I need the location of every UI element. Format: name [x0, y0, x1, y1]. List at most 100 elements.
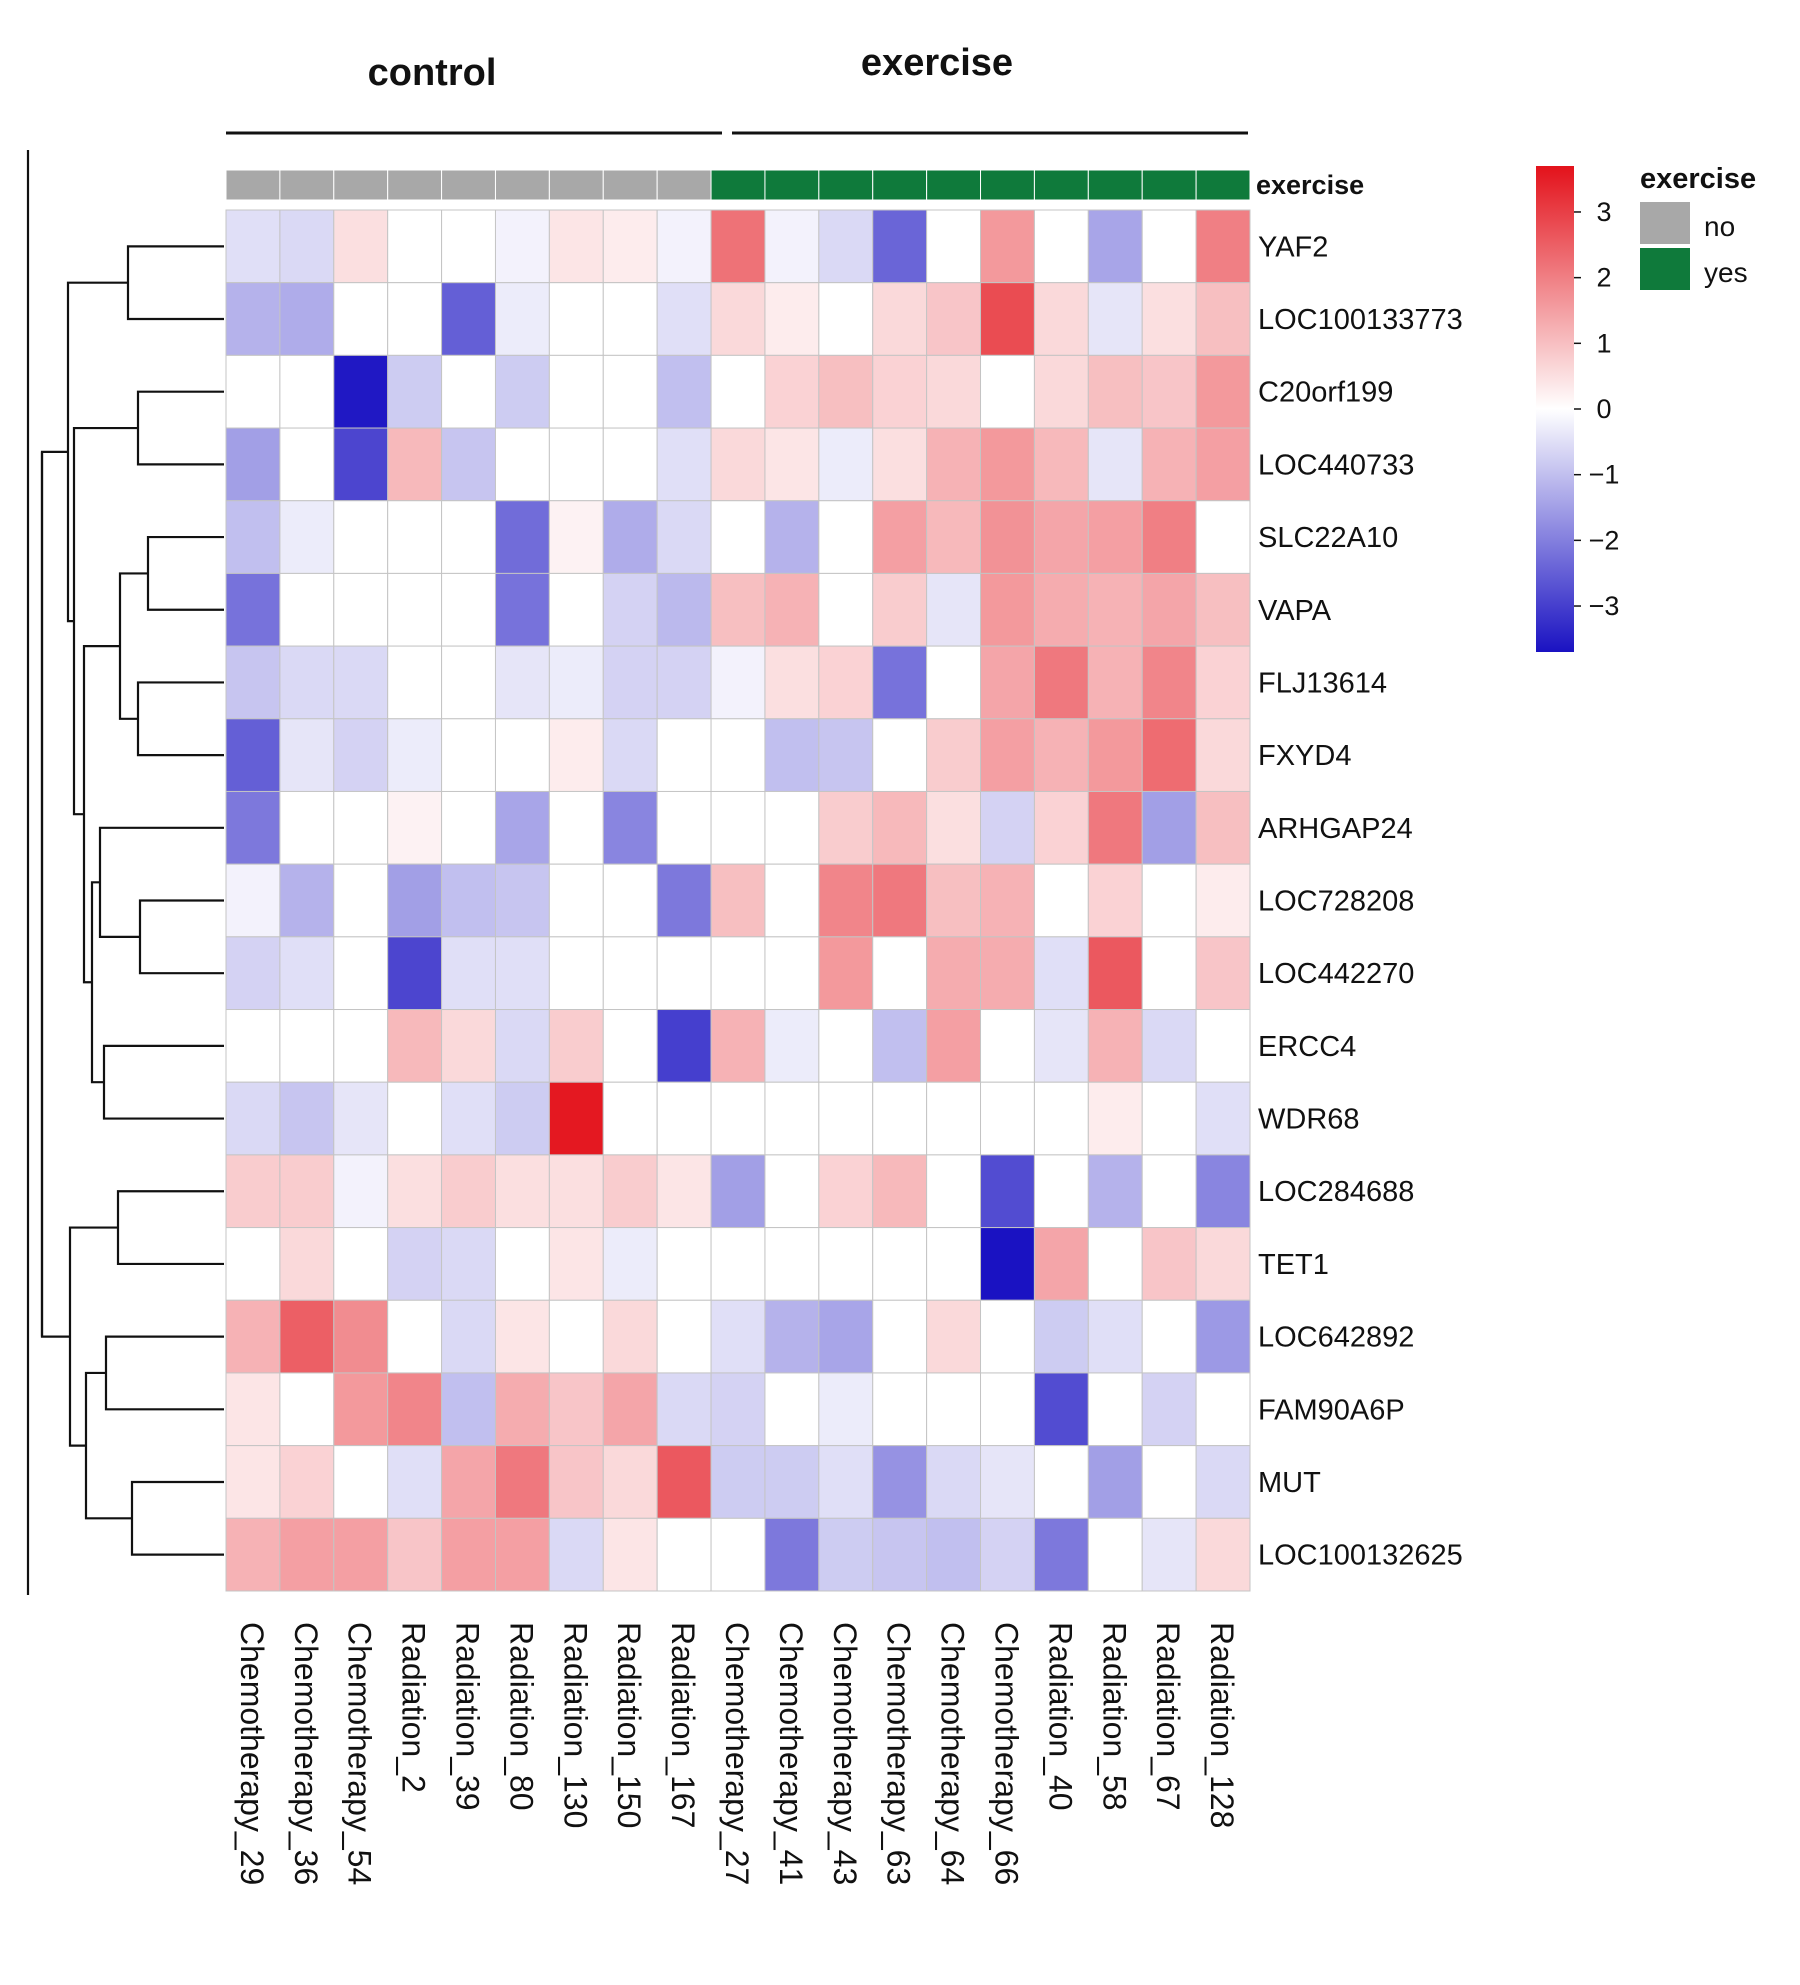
scale-tick-label: 1	[1596, 328, 1611, 358]
legend-label-no: no	[1704, 211, 1735, 242]
heatmap-cell	[656, 790, 712, 865]
column-label: Radiation_130	[557, 1622, 593, 1828]
dendrogram-branch	[116, 1190, 224, 1266]
heatmap-cell	[548, 500, 604, 574]
heatmap-cell	[1087, 572, 1143, 647]
row-label: SLC22A10	[1258, 522, 1398, 554]
heatmap-cell	[333, 1009, 389, 1083]
dendrogram-branch	[104, 1335, 224, 1411]
heatmap-cell	[764, 1299, 820, 1374]
heatmap-cell	[225, 209, 281, 284]
heatmap-cell	[656, 718, 712, 792]
heatmap-cell	[387, 1372, 443, 1447]
dendrogram-branch	[98, 826, 224, 938]
legend-label-yes: yes	[1704, 257, 1748, 288]
heatmap-cell	[1195, 645, 1251, 720]
heatmap-cell	[279, 645, 335, 720]
heatmap-cell	[494, 1445, 550, 1519]
heatmap-cell	[279, 863, 335, 938]
heatmap-cell	[656, 1517, 712, 1592]
heatmap-cell	[872, 572, 928, 647]
heatmap-cell	[980, 282, 1035, 356]
heatmap-cell	[225, 645, 281, 720]
heatmap-cell	[494, 1154, 550, 1229]
heatmap-cell	[656, 1372, 712, 1447]
heatmap-cell	[1195, 936, 1251, 1011]
heatmap-cell	[441, 354, 496, 429]
heatmap-cell	[926, 500, 982, 574]
heatmap-cell	[1195, 1372, 1251, 1447]
heatmap-cell	[656, 282, 712, 356]
heatmap-cell	[872, 718, 928, 792]
heatmap-cell	[764, 500, 820, 574]
dendrogram-branch	[90, 881, 104, 1084]
heatmap-cell	[387, 718, 443, 792]
heatmap-cell	[818, 282, 874, 356]
annotation-cell	[441, 169, 496, 201]
heatmap-cell	[1087, 1154, 1143, 1229]
annotation-cell	[494, 169, 550, 201]
heatmap-cell	[1195, 863, 1251, 938]
heatmap-cell	[441, 863, 496, 938]
heatmap-cell	[602, 1154, 658, 1229]
heatmap-cell	[926, 645, 982, 720]
heatmap-cell	[225, 1081, 281, 1156]
column-labels: Chemotherapy_29 Chemotherapy_36 Chemothera…	[234, 1622, 1240, 1885]
heatmap-cell	[1141, 354, 1197, 429]
heatmap-cell	[764, 1445, 820, 1519]
heatmap-cell	[710, 936, 766, 1011]
heatmap-cell	[656, 863, 712, 938]
heatmap-cell	[926, 1517, 982, 1592]
annotation-cell	[387, 169, 443, 201]
heatmap-cell	[1033, 1445, 1089, 1519]
heatmap-cell	[980, 209, 1035, 284]
heatmap-cell	[1195, 1517, 1251, 1592]
heatmap-cell	[710, 354, 766, 429]
heatmap-cell	[872, 1299, 928, 1374]
heatmap-cell	[441, 572, 496, 647]
heatmap-cell	[1033, 1081, 1089, 1156]
heatmap-cell	[980, 936, 1035, 1011]
heatmap-cell	[1195, 1009, 1251, 1083]
heatmap-cell	[980, 1227, 1035, 1301]
heatmap-cell	[333, 936, 389, 1011]
annotation-cell	[656, 169, 712, 201]
heatmap-cell	[441, 718, 496, 792]
column-label: Chemotherapy_66	[988, 1622, 1024, 1885]
heatmap-cell	[225, 863, 281, 938]
heatmap-cell	[818, 1517, 874, 1592]
heatmap-cell	[225, 1154, 281, 1229]
column-label: Chemotherapy_41	[773, 1622, 809, 1885]
heatmap-cell	[548, 209, 604, 284]
heatmap-cell	[1195, 790, 1251, 865]
heatmap-cell	[872, 1009, 928, 1083]
heatmap-cell	[602, 572, 658, 647]
heatmap-cell	[225, 427, 281, 502]
heatmap-cell	[279, 1081, 335, 1156]
heatmap-cell	[548, 718, 604, 792]
row-label: LOC100133773	[1258, 304, 1463, 336]
heatmap-cell	[441, 1517, 496, 1592]
heatmap-cell	[818, 572, 874, 647]
heatmap-cell	[872, 1445, 928, 1519]
heatmap-cell	[279, 790, 335, 865]
heatmap-cell	[656, 1445, 712, 1519]
annotation-cell	[710, 169, 766, 201]
heatmap-cell	[333, 790, 389, 865]
heatmap-cell	[494, 645, 550, 720]
heatmap-cell	[279, 500, 335, 574]
heatmap-cell	[441, 282, 496, 356]
dendrogram-branch	[118, 572, 148, 720]
heatmap-cell	[225, 718, 281, 792]
heatmap-cell	[1033, 427, 1089, 502]
heatmap-cell	[333, 645, 389, 720]
heatmap-cell	[980, 645, 1035, 720]
heatmap-cell	[818, 790, 874, 865]
heatmap-cell	[1141, 1081, 1197, 1156]
heatmap-cell	[926, 863, 982, 938]
heatmap-cell	[333, 1299, 389, 1374]
column-label: Radiation_167	[665, 1622, 701, 1828]
heatmap-cell	[1087, 1517, 1143, 1592]
row-label: MUT	[1258, 1467, 1321, 1499]
heatmap-cell	[1141, 1154, 1197, 1229]
